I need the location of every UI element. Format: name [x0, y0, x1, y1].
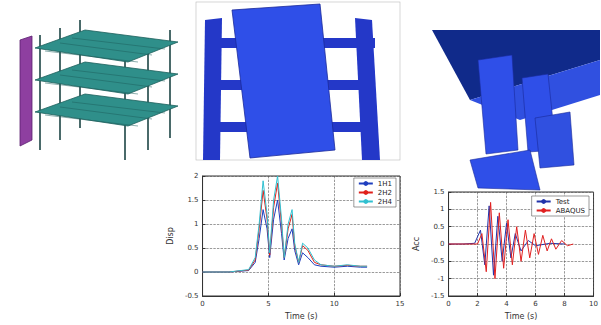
svg-text:10: 10 — [330, 300, 339, 308]
svg-text:ABAQUS: ABAQUS — [556, 207, 586, 215]
svg-text:2H2: 2H2 — [378, 189, 392, 197]
svg-text:6: 6 — [533, 300, 538, 308]
svg-text:0.5: 0.5 — [433, 223, 444, 231]
svg-text:1: 1 — [440, 205, 444, 213]
svg-text:Disp: Disp — [166, 227, 175, 245]
svg-text:0: 0 — [440, 240, 444, 248]
svg-text:-1.5: -1.5 — [431, 292, 445, 300]
svg-text:1: 1 — [194, 220, 198, 228]
svg-text:8: 8 — [562, 300, 566, 308]
svg-text:Time (s): Time (s) — [504, 312, 538, 321]
svg-text:Time (s): Time (s) — [284, 312, 318, 321]
svg-text:0: 0 — [194, 268, 198, 276]
svg-text:-1: -1 — [438, 275, 445, 283]
svg-text:5: 5 — [266, 300, 270, 308]
svg-text:2: 2 — [475, 300, 479, 308]
svg-text:-0.5: -0.5 — [431, 257, 445, 265]
svg-text:Acc: Acc — [412, 237, 421, 251]
svg-text:0: 0 — [200, 300, 204, 308]
svg-text:1H1: 1H1 — [378, 180, 392, 188]
svg-text:4: 4 — [504, 300, 509, 308]
svg-text:15: 15 — [396, 300, 405, 308]
svg-text:2: 2 — [194, 172, 198, 180]
svg-text:1.5: 1.5 — [433, 188, 444, 196]
svg-text:1.5: 1.5 — [187, 196, 198, 204]
svg-text:0: 0 — [446, 300, 450, 308]
svg-text:Test: Test — [555, 198, 570, 206]
svg-text:10: 10 — [589, 300, 598, 308]
svg-text:0.5: 0.5 — [187, 244, 198, 252]
svg-text:2H4: 2H4 — [378, 198, 393, 206]
svg-text:-0.5: -0.5 — [185, 292, 199, 300]
